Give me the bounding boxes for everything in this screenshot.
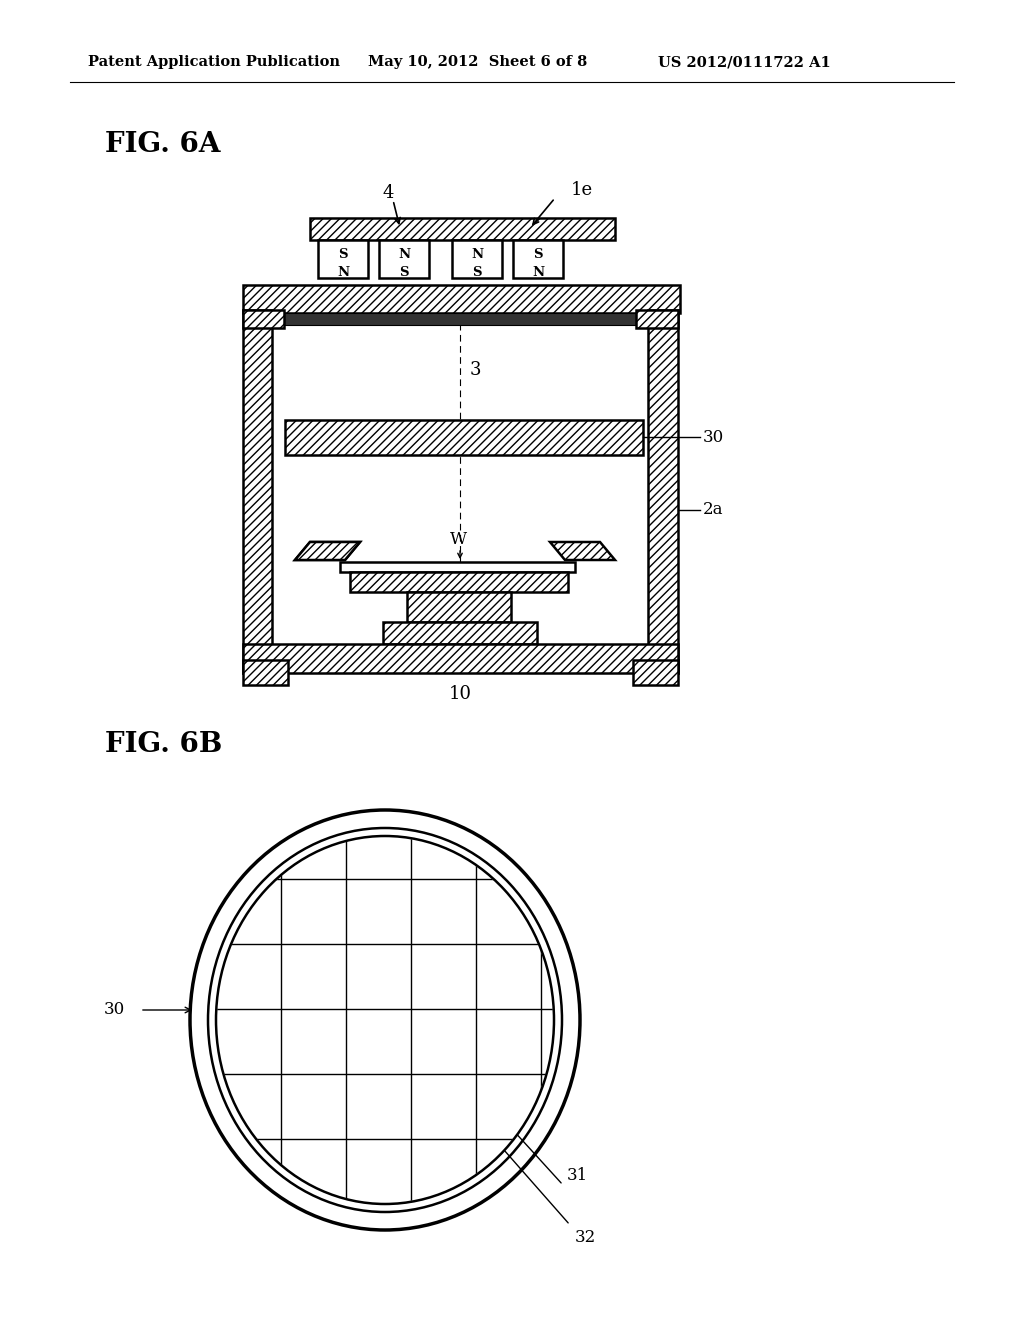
Bar: [648, 310, 678, 673]
Text: S: S: [399, 265, 409, 279]
Bar: [243, 660, 288, 685]
Text: 4: 4: [382, 183, 393, 202]
Text: 31: 31: [567, 1167, 588, 1184]
Bar: [243, 310, 284, 327]
Bar: [407, 591, 511, 622]
Text: 32: 32: [575, 1229, 596, 1246]
Text: N: N: [398, 248, 410, 260]
Ellipse shape: [208, 828, 562, 1212]
Bar: [350, 572, 568, 591]
Text: US 2012/0111722 A1: US 2012/0111722 A1: [658, 55, 830, 69]
Ellipse shape: [216, 836, 554, 1204]
Bar: [310, 218, 615, 240]
Polygon shape: [295, 543, 360, 560]
Bar: [285, 420, 643, 455]
Text: FIG. 6A: FIG. 6A: [105, 132, 220, 158]
Text: FIG. 6B: FIG. 6B: [105, 731, 222, 759]
Polygon shape: [295, 543, 360, 560]
Text: S: S: [338, 248, 348, 260]
Bar: [243, 310, 272, 673]
Bar: [379, 240, 429, 279]
Text: 10: 10: [449, 685, 471, 704]
Bar: [243, 285, 680, 313]
Ellipse shape: [190, 810, 580, 1230]
Bar: [636, 310, 678, 327]
Text: May 10, 2012  Sheet 6 of 8: May 10, 2012 Sheet 6 of 8: [368, 55, 587, 69]
Text: W: W: [450, 532, 467, 549]
Bar: [318, 240, 368, 279]
Bar: [340, 562, 575, 572]
Text: 30: 30: [103, 1002, 125, 1019]
Bar: [513, 240, 563, 279]
Text: N: N: [337, 265, 349, 279]
Bar: [452, 240, 502, 279]
Text: N: N: [471, 248, 483, 260]
Bar: [383, 622, 537, 644]
Text: 1e: 1e: [571, 181, 593, 199]
Text: 2a: 2a: [703, 502, 724, 519]
Text: N: N: [531, 265, 544, 279]
Text: S: S: [534, 248, 543, 260]
Text: S: S: [472, 265, 481, 279]
Polygon shape: [550, 543, 615, 560]
Text: 30: 30: [703, 429, 724, 446]
Bar: [633, 660, 678, 685]
Bar: [245, 313, 678, 325]
Text: Patent Application Publication: Patent Application Publication: [88, 55, 340, 69]
Text: 3: 3: [470, 360, 481, 379]
Bar: [243, 644, 678, 673]
